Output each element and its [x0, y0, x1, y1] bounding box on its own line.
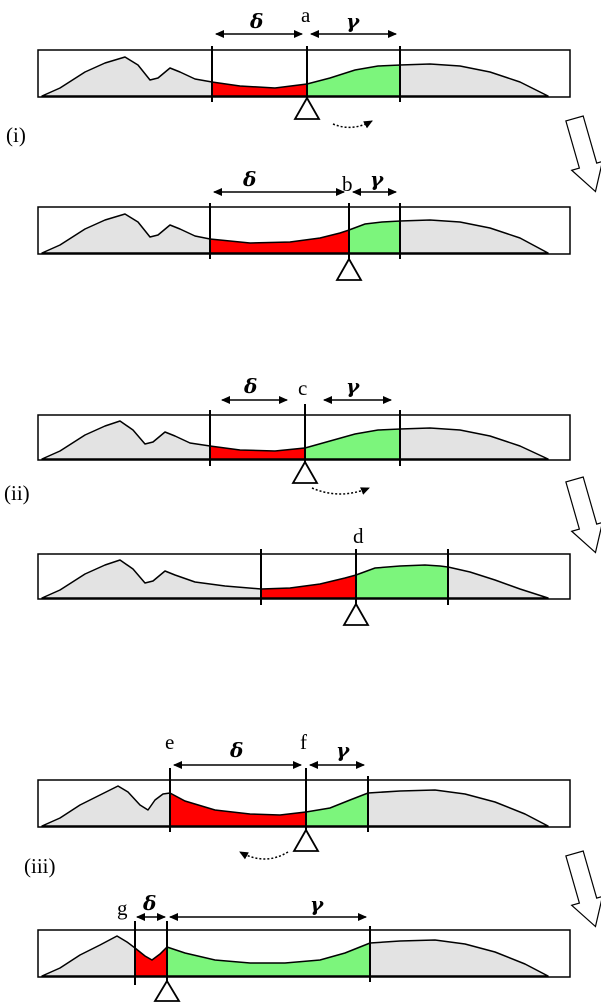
delta-label: δ	[243, 374, 257, 398]
signal-gray-right	[369, 939, 549, 977]
stage-i-transition-arrow	[565, 115, 601, 193]
signal-gray-right	[399, 63, 549, 97]
stage-i-panel-2: δ γ b	[37, 167, 571, 281]
segment-gamma-green	[306, 64, 401, 97]
shift-right-arrow	[311, 487, 370, 495]
pivot-triangle	[292, 828, 320, 852]
segment-gamma-green	[304, 428, 401, 460]
stage-ii-panel-1: δ γ c (ii)	[4, 374, 601, 554]
signal-gray-left	[41, 420, 211, 460]
point-a-label: a	[301, 3, 311, 27]
stage-iii-panel-1: δ γ e f (iii)	[24, 730, 601, 928]
point-g-label: g	[117, 896, 128, 920]
segment-delta-red	[209, 228, 350, 254]
stage-iii-panel-2: δ γ g	[37, 891, 571, 1002]
gamma-label: γ	[310, 892, 324, 916]
gamma-label: γ	[346, 9, 360, 33]
stage-iii-label: (iii)	[24, 854, 56, 878]
pivot-triangle	[293, 96, 321, 120]
delta-label: δ	[142, 891, 156, 915]
stage-i-panel-1: δ γ a (i)	[6, 3, 601, 193]
point-b-label: b	[342, 172, 353, 196]
delta-label: δ	[242, 167, 256, 191]
pivot-triangle	[342, 602, 370, 626]
stage-ii-transition-arrow	[565, 476, 601, 554]
delta-label: δ	[229, 738, 243, 762]
point-c-label: c	[298, 376, 307, 400]
segment-delta-red	[169, 791, 307, 827]
point-e-label: e	[165, 730, 174, 754]
point-d-label: d	[353, 524, 364, 548]
delta-label: δ	[249, 9, 263, 33]
pivot-triangle	[291, 460, 319, 484]
signal-gray-left	[41, 559, 262, 599]
segment-gamma-green	[166, 941, 371, 977]
signal-gray-right	[399, 219, 549, 254]
pivot-triangle	[153, 979, 181, 1002]
stage-i-label: (i)	[6, 123, 26, 147]
stage-iii-transition-arrow	[565, 850, 601, 928]
pivot-triangle	[335, 257, 363, 281]
stage-ii-panel-2: d	[37, 524, 571, 626]
stage-ii-label: (ii)	[4, 481, 30, 505]
gamma-label: γ	[336, 738, 350, 762]
signal-gray-left	[41, 56, 213, 97]
shift-left-arrow	[239, 851, 289, 860]
segment-gamma-green	[355, 564, 449, 599]
signal-gray-right	[399, 427, 549, 460]
gamma-label: γ	[370, 167, 384, 191]
segment-delta-red	[134, 945, 168, 977]
gamma-label: γ	[346, 374, 360, 398]
signal-gray-left	[41, 213, 211, 254]
segment-delta-red	[260, 574, 357, 599]
shift-right-arrow	[332, 120, 373, 129]
signal-gray-right	[367, 789, 549, 827]
point-f-label: f	[300, 730, 307, 754]
